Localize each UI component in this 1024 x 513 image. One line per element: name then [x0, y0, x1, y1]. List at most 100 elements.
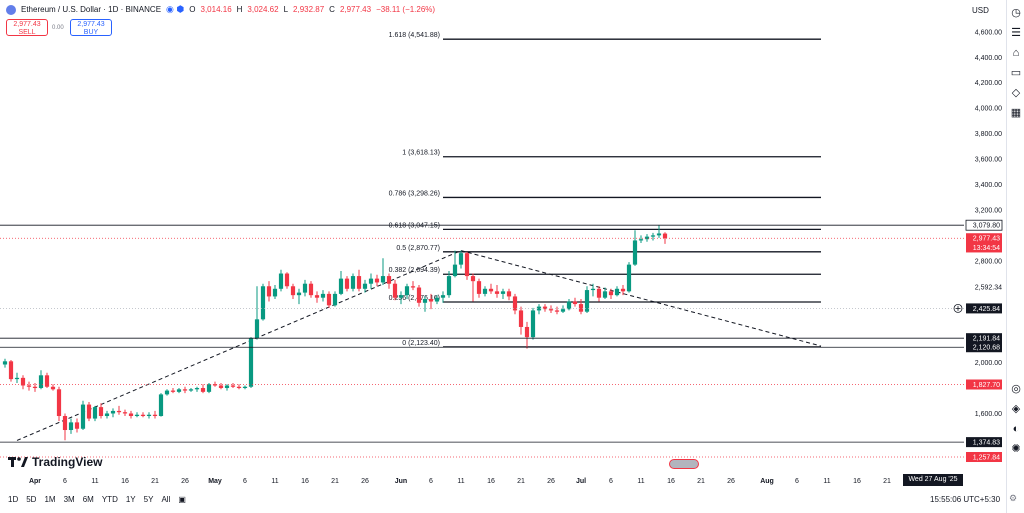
price-label-text: 2,120.68 — [973, 345, 1000, 352]
candle-body — [482, 288, 488, 294]
candle-body — [236, 386, 242, 389]
timeframe-1y[interactable]: 1Y — [125, 495, 136, 504]
x-tick-label: 16 — [301, 478, 309, 485]
low-label: L — [283, 5, 289, 14]
candle-body — [134, 414, 140, 417]
timeframe-1m[interactable]: 1M — [44, 495, 56, 504]
timeframe-3m[interactable]: 3M — [63, 495, 75, 504]
watchlist-icon[interactable]: ☰ — [1011, 27, 1021, 39]
candle-body — [434, 297, 440, 302]
candle-body — [278, 273, 284, 289]
economic-event-icon[interactable] — [669, 459, 699, 469]
y-tick-label: 1,600.00 — [975, 411, 1002, 418]
candle-body — [254, 319, 260, 339]
close-value: 2,977.43 — [339, 5, 372, 14]
timeframe-6m[interactable]: 6M — [82, 495, 94, 504]
hub-icon[interactable]: ✺ — [1011, 443, 1021, 455]
sell-label: SELL — [18, 29, 36, 36]
candle-body — [344, 278, 350, 289]
candle-body — [92, 407, 98, 419]
calendar-range-icon[interactable]: ▣ — [178, 495, 186, 504]
price-label-badge — [966, 303, 1002, 314]
timeframe-ytd[interactable]: YTD — [101, 495, 118, 504]
candle-body — [530, 310, 536, 338]
utc-clock[interactable]: 15:55:06 UTC+5:30 — [930, 495, 1001, 504]
x-tick-label: Aug — [760, 478, 774, 485]
candle-body — [452, 264, 458, 277]
eye-icon[interactable]: ◉ ⬢ — [166, 4, 185, 14]
candle-body — [206, 384, 212, 392]
low-value: 2,932.87 — [293, 5, 325, 14]
timeframe-5d[interactable]: 5D — [26, 495, 37, 504]
x-tick-label: 11 — [823, 478, 830, 485]
open-value: 3,014.16 — [200, 5, 232, 14]
x-tick-label: 6 — [63, 478, 67, 485]
ideas-icon[interactable]: ◇ — [1011, 87, 1021, 99]
bookmark-icon[interactable]: ⌂ — [1012, 47, 1020, 59]
candle-body — [410, 286, 416, 288]
x-tick-label: 21 — [151, 478, 159, 485]
candle-body — [302, 283, 308, 293]
x-tick-label: 11 — [271, 478, 278, 485]
buy-button[interactable]: 2,977.43 BUY — [70, 19, 112, 36]
candle-body — [284, 273, 290, 287]
candle-body — [398, 295, 404, 298]
x-tick-label: 6 — [243, 478, 247, 485]
candle-body — [74, 422, 80, 429]
price-label-text: 2,191.84 — [973, 336, 1000, 343]
gauge-icon[interactable]: ◐ — [1012, 423, 1020, 435]
candle-body — [290, 286, 296, 296]
x-tick-label: 26 — [547, 478, 555, 485]
layers-icon[interactable]: ◈ — [1011, 403, 1021, 415]
open-label: O — [189, 5, 196, 14]
trendline[interactable] — [460, 250, 822, 347]
calendar-icon[interactable]: ▦ — [1010, 107, 1022, 119]
candle-body — [308, 283, 314, 296]
candle-body — [392, 283, 398, 298]
price-label-text: 2,977.43 — [973, 236, 1000, 243]
chat-icon[interactable]: ▭ — [1010, 67, 1022, 79]
timeframe-5y[interactable]: 5Y — [143, 495, 154, 504]
price-label-badge — [966, 379, 1002, 390]
x-tick-label: 11 — [637, 478, 644, 485]
candle-body — [524, 326, 530, 338]
timeframe-1d[interactable]: 1D — [8, 495, 19, 504]
x-tick-label: 6 — [429, 478, 433, 485]
candle-body — [38, 375, 44, 389]
symbol-title[interactable]: Ethereum / U.S. Dollar · 1D · BINANCE — [21, 5, 162, 14]
candle-body — [650, 235, 656, 237]
candle-body — [320, 293, 326, 298]
close-label: C — [329, 5, 335, 14]
candle-body — [110, 410, 116, 414]
candle-body — [440, 295, 446, 298]
candle-body — [536, 306, 542, 311]
candle-body — [44, 375, 50, 387]
candle-body — [446, 276, 452, 296]
candle-body — [506, 291, 512, 297]
candle-body — [494, 291, 500, 294]
price-label-badge — [966, 233, 1002, 244]
price-label-badge — [965, 219, 1003, 231]
x-tick-label: Apr — [29, 478, 41, 485]
candle-body — [326, 293, 332, 306]
tradingview-logo[interactable]: TradingView — [8, 455, 102, 469]
x-tick-label: 21 — [331, 478, 339, 485]
candle-body — [404, 286, 410, 296]
fib-label: 0.618 (3,047.15) — [389, 222, 440, 229]
candle-body — [2, 361, 8, 365]
timeframe-all[interactable]: All — [161, 495, 171, 504]
sell-button[interactable]: 2,977.43 SELL — [6, 19, 48, 36]
target-icon[interactable]: ◎ — [1011, 383, 1021, 395]
candle-body — [62, 416, 68, 431]
symbol-legend: Ethereum / U.S. Dollar · 1D · BINANCE ◉ … — [6, 4, 435, 15]
change-value: −38.11 (−1.26%) — [376, 5, 436, 14]
settings-icon[interactable]: ⚙ — [1009, 493, 1018, 503]
fib-label: 0.236 (2,476.16) — [389, 295, 440, 302]
currency-selector[interactable]: USD — [972, 6, 989, 15]
x-tick-label: 26 — [727, 478, 735, 485]
sell-price: 2,977.43 — [13, 21, 41, 28]
x-tick-label: 21 — [517, 478, 525, 485]
y-tick-label: 2,800.00 — [975, 258, 1002, 265]
alarm-icon[interactable]: ◷ — [1011, 7, 1021, 19]
